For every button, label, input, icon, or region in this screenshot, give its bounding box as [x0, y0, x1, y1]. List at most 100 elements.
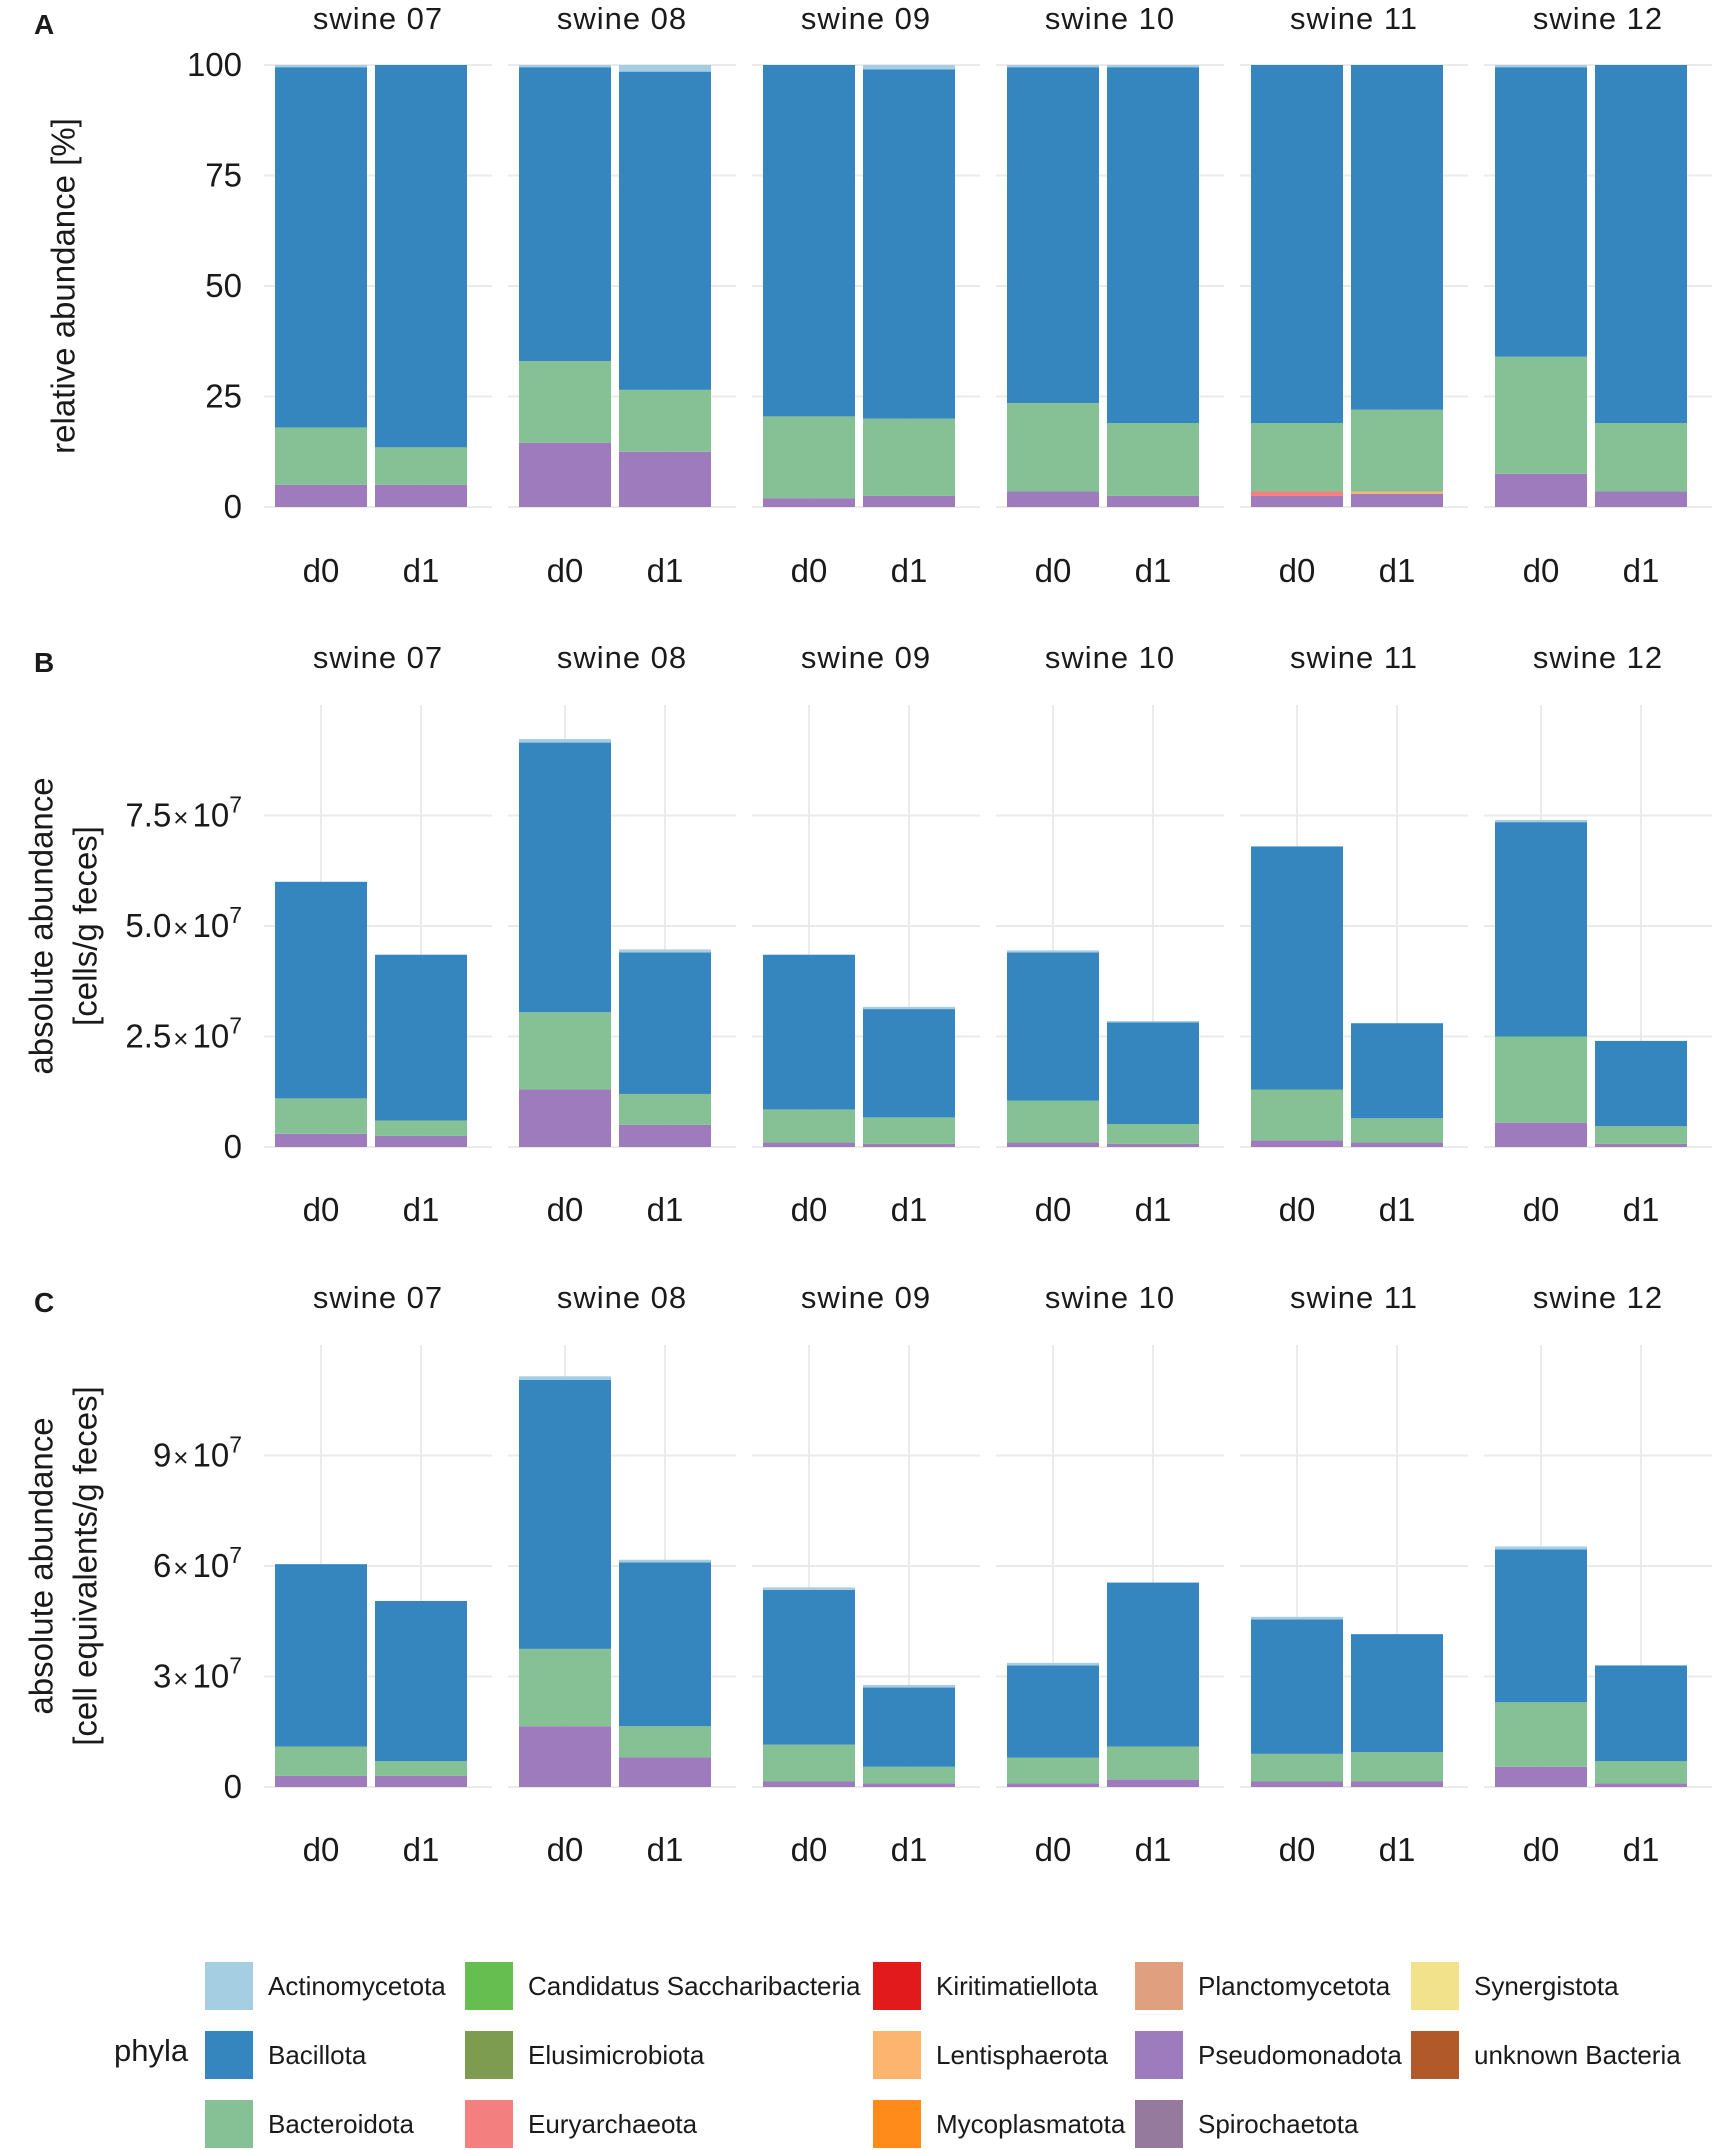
bar-segment-bacteroidota [1107, 423, 1199, 496]
bar-segment-bacillota [1495, 822, 1587, 1037]
x-tick-label: d1 [1135, 1831, 1172, 1868]
phyla-legend: phyla Actinomycetota Bacillota Bacteroidota… [114, 1962, 1681, 2148]
bar-segment-bacillota [1351, 1634, 1443, 1753]
bar-segment-bacillota [275, 881, 367, 1099]
facet-title: swine 08 [557, 1280, 687, 1315]
bar-segment-actinomycetota [275, 65, 367, 68]
bar-segment-pseudomonadota [1251, 1140, 1343, 1147]
bar-segment-euryarchaeota [1251, 491, 1343, 496]
facet-swine-12: swine 12 d0 d1 [1495, 1, 1687, 589]
bar-segment-bacteroidota [763, 416, 855, 499]
bar-segment-bacteroidota [1595, 423, 1687, 492]
y-tick-label: 6× 107 [153, 1542, 242, 1584]
bar-segment-bacillota [763, 1589, 855, 1745]
bar-segment-bacillota [275, 67, 367, 428]
facet-swine-07: swine 07 d0 d1 [275, 640, 467, 1228]
bar-segment-bacteroidota [1251, 423, 1343, 492]
legend-swatch [1411, 2031, 1459, 2079]
bar-segment-bacteroidota [1595, 1761, 1687, 1784]
bar-segment-bacillota [1595, 65, 1687, 424]
bar-segment-actinomycetota [619, 949, 711, 953]
bar-segment-bacteroidota [1107, 1124, 1199, 1144]
bar-segment-pseudomonadota [519, 442, 611, 507]
legend-swatch [873, 1962, 921, 2010]
legend-swatch [205, 1962, 253, 2010]
bar-segment-bacillota [1107, 1022, 1199, 1125]
x-tick-label: d0 [1035, 1191, 1072, 1228]
legend-label: Kiritimatiellota [936, 1971, 1098, 2001]
bar-segment-pseudomonadota [863, 1783, 955, 1787]
bar-segment-actinomycetota [619, 1559, 711, 1563]
bar-segment-bacillota [1251, 65, 1343, 424]
facet-swine-12: swine 12 d0 d1 [1495, 1280, 1687, 1868]
legend-label: Bacillota [268, 2040, 367, 2070]
legend-label: Bacteroidota [268, 2109, 415, 2139]
legend-title: phyla [114, 2033, 189, 2068]
bar-segment-bacillota [1595, 1040, 1687, 1127]
bar-segment-bacillota [763, 65, 855, 417]
x-tick-label: d0 [547, 552, 584, 589]
bar-segment-bacteroidota [763, 1744, 855, 1782]
x-tick-label: d0 [547, 1831, 584, 1868]
bar-segment-pseudomonadota [275, 1133, 367, 1147]
bar-segment-bacillota [1351, 1023, 1443, 1119]
y-tick-label: 0 [224, 1128, 242, 1165]
bar-segment-pseudomonadota [1495, 473, 1587, 507]
bar-segment-bacillota [1007, 67, 1099, 404]
bar-segment-bacillota [519, 1379, 611, 1649]
y-axis-title: [cell equivalents/g feces] [67, 1386, 104, 1746]
bar-segment-bacteroidota [863, 1766, 955, 1784]
bar-segment-bacteroidota [1595, 1126, 1687, 1144]
bar-segment-pseudomonadota [1495, 1122, 1587, 1147]
bar-segment-bacteroidota [763, 1109, 855, 1143]
facet-title: swine 07 [313, 1280, 443, 1315]
panel-label: B [34, 647, 54, 678]
legend-swatch [1135, 2100, 1183, 2148]
panel-label: C [34, 1287, 54, 1318]
bar-segment-bacillota [1251, 846, 1343, 1090]
bar-segment-actinomycetota [519, 1376, 611, 1380]
legend-swatch [465, 1962, 513, 2010]
bar-segment-pseudomonadota [763, 1142, 855, 1147]
x-tick-label: d0 [303, 1191, 340, 1228]
bar-segment-pseudomonadota [619, 1757, 711, 1787]
y-tick-label: 9× 107 [153, 1432, 242, 1474]
bar-segment-pseudomonadota [1595, 1783, 1687, 1787]
bar-segment-actinomycetota [863, 65, 955, 70]
y-tick-label: 2.5× 107 [125, 1013, 242, 1055]
y-axis-title: [cells/g feces] [67, 826, 104, 1026]
bar-segment-pseudomonadota [1107, 495, 1199, 507]
bar-segment-bacillota [1107, 67, 1199, 424]
x-tick-label: d0 [791, 1191, 828, 1228]
bar-segment-bacillota [375, 1600, 467, 1762]
facet-swine-08: swine 08 d0 d1 [519, 1, 711, 589]
y-tick-label: 0 [224, 1768, 242, 1805]
y-tick-label: 5.0× 107 [125, 902, 242, 944]
legend-label: Elusimicrobiota [528, 2040, 705, 2070]
x-tick-label: d0 [1523, 1191, 1560, 1228]
legend-label: Actinomycetota [268, 1971, 446, 2001]
bar-segment-bacillota [519, 67, 611, 362]
x-tick-label: d0 [1523, 552, 1560, 589]
y-tick-label: 25 [205, 378, 242, 415]
bar-segment-bacteroidota [1251, 1753, 1343, 1782]
bar-segment-bacteroidota [619, 389, 711, 452]
facet-title: swine 08 [557, 640, 687, 675]
y-tick-label: 50 [205, 267, 242, 304]
bar-segment-actinomycetota [1495, 65, 1587, 68]
facet-title: swine 09 [801, 1280, 931, 1315]
y-tick-label: 75 [205, 157, 242, 194]
bar-segment-pseudomonadota [1595, 491, 1687, 507]
x-tick-label: d1 [1623, 552, 1660, 589]
facet-title: swine 11 [1290, 640, 1418, 675]
y-axis-title: absolute abundance [23, 777, 60, 1074]
bar-segment-bacteroidota [1007, 1100, 1099, 1143]
bar-segment-bacteroidota [1351, 1118, 1443, 1143]
bar-segment-lentisphaerota [1351, 491, 1443, 494]
bar-segment-pseudomonadota [1595, 1143, 1687, 1147]
bar-segment-pseudomonadota [863, 495, 955, 507]
bar-segment-pseudomonadota [375, 1775, 467, 1787]
facet-title: swine 10 [1045, 640, 1175, 675]
bar-segment-bacteroidota [275, 1746, 367, 1776]
